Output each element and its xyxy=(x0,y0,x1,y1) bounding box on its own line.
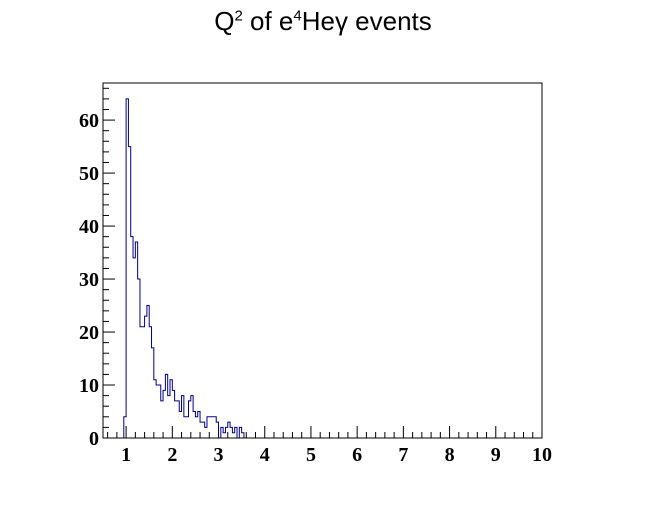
y-tick-label: 0 xyxy=(89,428,99,450)
y-tick-label: 20 xyxy=(79,322,99,344)
histogram-bin xyxy=(212,417,214,438)
x-tick-label: 7 xyxy=(398,444,408,466)
title-middle: of e xyxy=(242,6,294,36)
histogram-bin xyxy=(154,380,156,438)
x-tick-label: 1 xyxy=(121,444,131,466)
plot-frame xyxy=(102,82,543,439)
histogram-bin xyxy=(131,237,133,438)
histogram-bin xyxy=(205,427,207,438)
histogram-bin xyxy=(175,401,177,438)
histogram-bin xyxy=(142,327,144,438)
x-tick-label: 5 xyxy=(306,444,316,466)
histogram-layer xyxy=(123,98,245,439)
tick-labels-layer: 1 2 3 4 5 6 7 8 9 10 0 10 20 30 40 50 60 xyxy=(79,110,552,466)
y-tick-label: 30 xyxy=(79,269,99,291)
title-middle-sup: 4 xyxy=(293,7,302,25)
histogram-bin xyxy=(184,417,186,438)
histogram-bin xyxy=(186,417,188,438)
title-tail: Heγ events xyxy=(301,6,432,36)
x-tick-label: 4 xyxy=(260,444,270,466)
histogram-bin xyxy=(232,433,234,438)
x-tick-label: 10 xyxy=(532,444,552,466)
y-tick-label: 10 xyxy=(79,375,99,397)
y-tick-label: 50 xyxy=(79,163,99,185)
histogram-bin xyxy=(168,396,170,438)
x-tick-label: 6 xyxy=(352,444,362,466)
histogram-bin xyxy=(156,385,158,438)
ticks-layer xyxy=(103,87,543,439)
histogram-bin xyxy=(145,316,147,438)
x-tick-label: 8 xyxy=(445,444,455,466)
x-tick-label: 9 xyxy=(491,444,501,466)
x-tick-label: 2 xyxy=(167,444,177,466)
histogram-bin xyxy=(133,258,135,438)
title-base-sup: 2 xyxy=(234,7,243,25)
title-base: Q xyxy=(214,6,235,36)
y-tick-label: 40 xyxy=(79,216,99,238)
histogram-outline xyxy=(123,98,245,439)
histogram-bin xyxy=(140,327,142,438)
histogram-bin xyxy=(195,417,197,438)
histogram-bin xyxy=(223,433,225,438)
y-tick-label: 60 xyxy=(79,110,99,132)
x-tick-label: 3 xyxy=(214,444,224,466)
chart-title: Q2 of e4Heγ events xyxy=(0,6,646,37)
